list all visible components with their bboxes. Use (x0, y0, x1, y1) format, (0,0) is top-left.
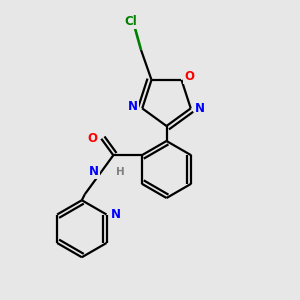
Text: O: O (87, 132, 97, 145)
Text: N: N (195, 102, 205, 115)
Text: N: N (128, 100, 138, 113)
Text: N: N (89, 165, 99, 178)
Text: N: N (110, 208, 121, 221)
Text: Cl: Cl (124, 15, 137, 28)
Text: O: O (184, 70, 194, 83)
Text: H: H (116, 167, 125, 177)
